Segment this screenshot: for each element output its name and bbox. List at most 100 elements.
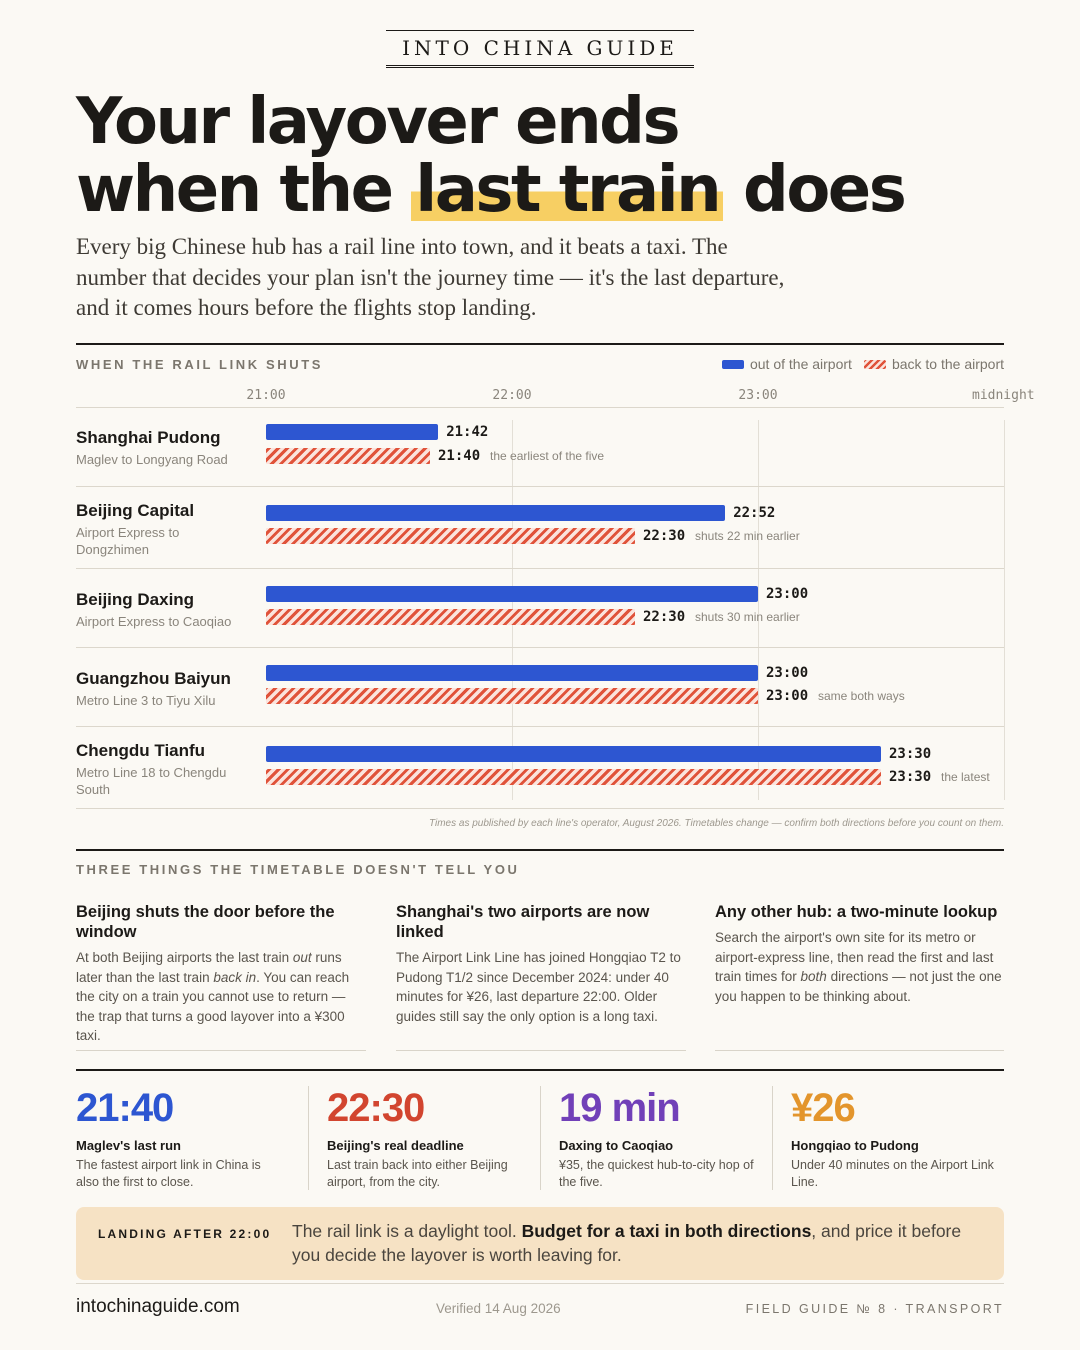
headline-highlight: last train <box>411 153 724 227</box>
tip-text: Search the airport's own site for its me… <box>715 930 994 984</box>
bar-back-to-airport <box>266 528 635 544</box>
tip-underline <box>715 1050 1004 1051</box>
row-rail-line: Maglev to Longyang Road <box>76 452 228 467</box>
stat-block: 19 min Daxing to Caoqiao ¥35, the quickest… <box>559 1086 769 1191</box>
tip-card: Beijing shuts the door before the window… <box>76 902 366 1046</box>
legend-item-out: out of the airport <box>721 356 852 372</box>
legend-swatch-out <box>721 359 744 369</box>
footer-verified-date: Verified 14 Aug 2026 <box>436 1301 561 1316</box>
axis-baseline <box>76 407 1004 408</box>
legend-item-back: back to the airport <box>863 356 1004 372</box>
stat-value: 21:40 <box>76 1086 174 1130</box>
legend-label-out: out of the airport <box>749 356 852 372</box>
lede-paragraph: Every big Chinese hub has a rail line in… <box>76 234 785 320</box>
headline-line-1: Your layover ends <box>76 85 681 159</box>
tip-card: Any other hub: a two-minute lookup Search… <box>715 902 1005 1006</box>
row-rail-line: Airport Express to Dongzhimen <box>76 525 180 557</box>
stat-body: ¥35, the quickest hub-to-city hop of the… <box>559 1158 754 1189</box>
footer-series-label: FIELD GUIDE № 8 · TRANSPORT <box>745 1302 1004 1316</box>
bar-label-back-time: 21:40 <box>438 448 481 464</box>
chart-section-label: WHEN THE RAIL LINK SHUTS <box>76 357 324 372</box>
tip-emphasis: both <box>800 969 827 984</box>
axis-tick-label: midnight <box>972 388 1035 403</box>
row-separator <box>76 647 1004 648</box>
tip-title: Shanghai's two airports are now linked <box>396 903 650 941</box>
row-airport-name: Guangzhou Baiyun <box>76 669 231 688</box>
callout-text-start: The rail link is a daylight tool. <box>292 1221 522 1241</box>
stat-divider <box>540 1086 541 1190</box>
tip-emphasis: back in <box>213 969 257 985</box>
stats-top-rule <box>76 1069 1004 1071</box>
bar-note: shuts 22 min earlier <box>695 529 800 543</box>
stat-block: ¥26 Hongqiao to Pudong Under 40 minutes on… <box>791 1086 1001 1191</box>
bar-out-of-airport <box>266 424 439 440</box>
row-airport-name: Shanghai Pudong <box>76 428 221 447</box>
bar-back-to-airport <box>266 609 635 625</box>
row-separator <box>76 726 1004 727</box>
tip-text: . You can reach the city on a train you … <box>76 969 350 1044</box>
chart-legend: out of the airport back to the airport <box>710 356 1004 372</box>
bar-back-to-airport <box>266 448 430 464</box>
row-rail-line: Metro Line 18 to Chengdu South <box>76 765 227 797</box>
vertical-grid-line <box>758 420 759 800</box>
stat-body: Under 40 minutes on the Airport Link Lin… <box>791 1158 994 1189</box>
bar-label-out-time: 23:00 <box>766 586 809 602</box>
vertical-grid-line <box>1004 420 1005 800</box>
chart-bottom-rule <box>76 808 1004 809</box>
row-rail-line: Metro Line 3 to Tiyu Xilu <box>76 693 216 708</box>
legend-label-back: back to the airport <box>891 356 1004 372</box>
bar-label-back-time: 22:30 <box>643 609 686 625</box>
footer-site-link[interactable]: intochinaguide.com <box>76 1296 240 1317</box>
stat-divider <box>308 1086 309 1190</box>
stat-label: Daxing to Caoqiao <box>559 1138 674 1153</box>
row-airport-name: Beijing Daxing <box>76 590 195 609</box>
chart-footnote: Times as published by each line's operat… <box>428 818 1004 829</box>
tips-section-label: THREE THINGS THE TIMETABLE DOESN'T TELL … <box>76 862 520 877</box>
bar-label-back-time: 22:30 <box>643 528 686 544</box>
tip-text: directions — not just the one you happen… <box>715 969 1002 1004</box>
callout-text: The rail link is a daylight tool. Budget… <box>292 1219 982 1267</box>
bar-label-out-time: 22:52 <box>733 505 776 521</box>
row-separator <box>76 568 1004 569</box>
tip-body: Search the airport's own site for its me… <box>715 928 1005 1006</box>
headline: Your layover ends when the last train do… <box>76 85 1016 227</box>
headline-line-2-end: does <box>723 153 907 227</box>
stat-body: The fastest airport link in China is als… <box>76 1158 261 1189</box>
stat-label: Maglev's last run <box>76 1138 181 1153</box>
legend-swatch-back <box>863 359 886 369</box>
bar-out-of-airport <box>266 665 758 681</box>
axis-tick-label: 23:00 <box>738 388 778 403</box>
bar-note: the latest <box>941 770 990 784</box>
tip-text: runs later than the last train <box>76 950 342 985</box>
callout-text-end: , and price it before you decide the lay… <box>292 1221 962 1265</box>
tip-title: Any other hub: a two-minute lookup <box>715 903 998 921</box>
row-separator <box>76 486 1004 487</box>
stat-block: 21:40 Maglev's last run The fastest airpor… <box>76 1086 286 1191</box>
callout-label: LANDING AFTER 22:00 <box>98 1227 272 1241</box>
axis-tick-label: 22:00 <box>492 388 532 403</box>
bar-label-back-time: 23:30 <box>889 769 932 785</box>
bar-out-of-airport <box>266 746 881 762</box>
axis-tick-label: 21:00 <box>246 388 286 403</box>
row-airport-name: Beijing Capital <box>76 501 195 520</box>
bar-out-of-airport <box>266 505 726 521</box>
headline-line-2-start: when the <box>76 153 412 227</box>
stat-value: ¥26 <box>791 1086 856 1130</box>
tip-text: The Airport Link Line has joined Hongqia… <box>396 950 681 1024</box>
bar-out-of-airport <box>266 586 758 602</box>
tip-text: At both Beijing airports the last train <box>76 950 293 965</box>
tip-underline <box>396 1050 686 1051</box>
chart-top-rule <box>76 343 1004 345</box>
callout-text-bold: Budget for a taxi in both directions <box>521 1221 812 1241</box>
tip-title: Beijing shuts the door before the window <box>76 903 335 941</box>
stat-body: Last train back into either Beijing airp… <box>327 1158 508 1189</box>
bar-label-out-time: 21:42 <box>446 424 489 440</box>
stat-block: 22:30 Beijing's real deadline Last train b… <box>327 1086 537 1191</box>
tip-body: At both Beijing airports the last train … <box>76 948 366 1046</box>
row-airport-name: Chengdu Tianfu <box>76 741 206 760</box>
row-rail-line: Airport Express to Caoqiao <box>76 614 232 629</box>
bar-label-back-time: 23:00 <box>766 688 809 704</box>
tip-card: Shanghai's two airports are now linked Th… <box>396 902 686 1026</box>
footer-rule <box>76 1283 1004 1284</box>
stat-divider <box>772 1086 773 1190</box>
